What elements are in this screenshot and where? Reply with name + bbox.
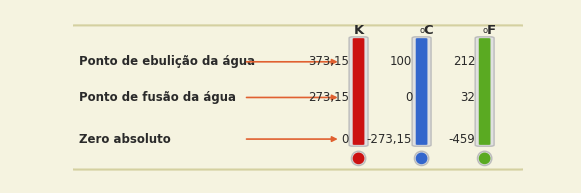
Text: C: C: [424, 24, 433, 36]
Text: 32: 32: [460, 91, 475, 104]
Text: 212: 212: [453, 55, 475, 68]
FancyBboxPatch shape: [412, 37, 431, 146]
Text: 0: 0: [405, 91, 412, 104]
Text: K: K: [353, 24, 364, 36]
Text: F: F: [487, 24, 496, 36]
FancyBboxPatch shape: [475, 37, 494, 146]
FancyBboxPatch shape: [479, 38, 490, 145]
Text: -459: -459: [449, 133, 475, 146]
FancyBboxPatch shape: [480, 39, 485, 144]
Ellipse shape: [352, 151, 366, 166]
Text: 273,15: 273,15: [308, 91, 349, 104]
FancyBboxPatch shape: [416, 38, 428, 145]
FancyBboxPatch shape: [353, 38, 364, 145]
FancyBboxPatch shape: [417, 39, 421, 144]
Ellipse shape: [353, 152, 364, 164]
Text: -273,15: -273,15: [367, 133, 412, 146]
FancyBboxPatch shape: [349, 37, 368, 146]
Ellipse shape: [478, 151, 492, 166]
Text: 0: 0: [342, 133, 349, 146]
Ellipse shape: [414, 151, 429, 166]
Text: 100: 100: [390, 55, 412, 68]
Text: o: o: [419, 26, 425, 35]
Text: Ponto de ebulição da água: Ponto de ebulição da água: [80, 55, 256, 68]
FancyBboxPatch shape: [68, 25, 528, 169]
Ellipse shape: [415, 152, 428, 164]
Ellipse shape: [479, 152, 490, 164]
Text: o: o: [482, 26, 487, 35]
Text: 373,15: 373,15: [308, 55, 349, 68]
Text: Zero absoluto: Zero absoluto: [80, 133, 171, 146]
FancyBboxPatch shape: [354, 39, 358, 144]
Text: Ponto de fusão da água: Ponto de fusão da água: [80, 91, 236, 104]
